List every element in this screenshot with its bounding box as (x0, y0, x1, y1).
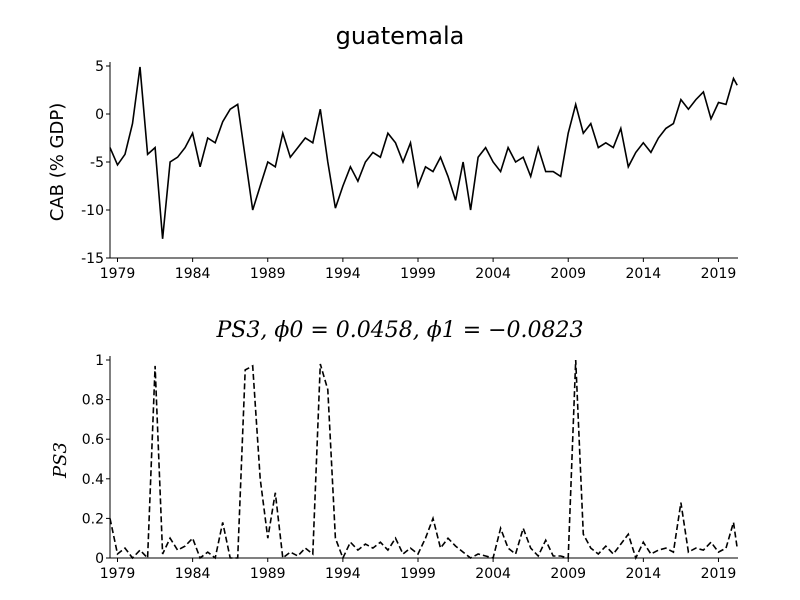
y-tick-label: 0.8 (82, 393, 104, 409)
y-tick-label: 5 (95, 59, 104, 75)
x-tick-label: 1999 (400, 266, 436, 282)
y-tick-label: 0 (95, 107, 104, 123)
x-tick-label: 1994 (325, 266, 361, 282)
data-line (109, 359, 738, 561)
x-tick-label: 1984 (175, 266, 211, 282)
x-tick-label: 1989 (250, 566, 286, 582)
data-line (109, 66, 738, 239)
x-tick-label: 1979 (100, 566, 136, 582)
chart-title: PS3, ϕ0 = 0.0458, ϕ1 = −0.0823 (215, 318, 583, 343)
x-tick-label: 2004 (475, 566, 511, 582)
x-tick-label: 2014 (626, 266, 662, 282)
y-tick-label: 1 (95, 353, 104, 369)
x-tick-label: 1979 (100, 266, 136, 282)
chart-title: guatemala (336, 22, 465, 50)
x-tick-label: 1989 (250, 266, 286, 282)
y-tick-label: -10 (81, 203, 104, 219)
y-tick-label: 0.4 (82, 472, 104, 488)
y-tick-label: -5 (90, 155, 104, 171)
x-tick-label: 1999 (400, 566, 436, 582)
x-tick-label: 2004 (475, 266, 511, 282)
y-tick-label: 0.6 (82, 432, 104, 448)
y-tick-label: -15 (81, 251, 104, 267)
x-tick-label: 1994 (325, 566, 361, 582)
x-tick-label: 2009 (550, 566, 586, 582)
y-tick-label: 0 (95, 551, 104, 567)
x-tick-label: 2019 (701, 266, 737, 282)
y-axis-label: PS3 (50, 442, 71, 479)
x-tick-label: 1984 (175, 566, 211, 582)
y-tick-label: 0.2 (82, 511, 104, 527)
x-tick-label: 2014 (626, 566, 662, 582)
y-axis-label: CAB (% GDP) (47, 103, 68, 222)
x-tick-label: 2019 (701, 566, 737, 582)
x-tick-label: 2009 (550, 266, 586, 282)
